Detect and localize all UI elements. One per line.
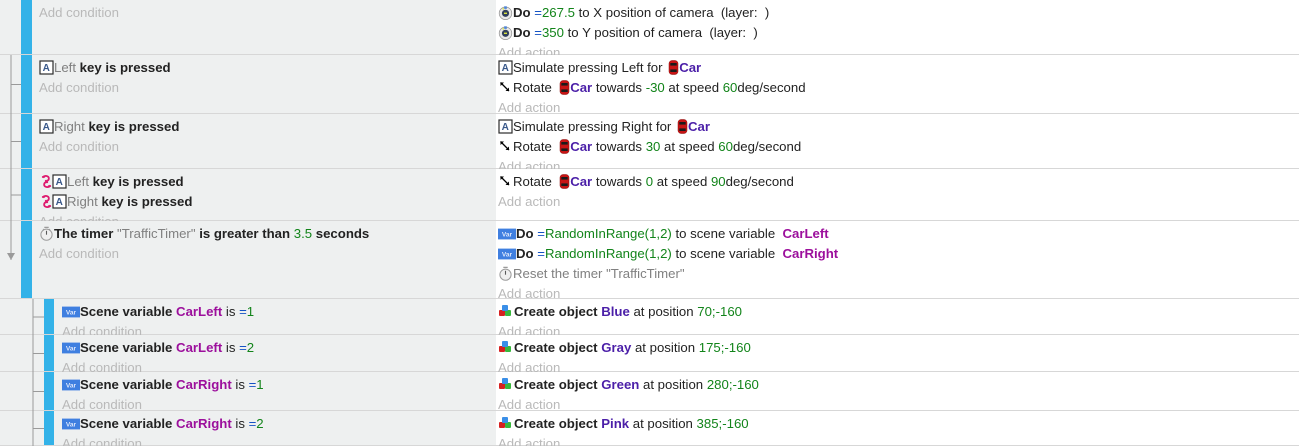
svg-text:Var: Var: [66, 310, 77, 317]
svg-text:A: A: [43, 122, 50, 133]
svg-text:Var: Var: [66, 346, 77, 353]
svg-text:A: A: [56, 177, 63, 188]
svg-text:Var: Var: [66, 383, 77, 390]
svg-text:A: A: [502, 122, 509, 133]
svg-text:Var: Var: [502, 252, 513, 259]
svg-text:A: A: [502, 63, 509, 74]
svg-text:Var: Var: [66, 422, 77, 429]
svg-text:A: A: [56, 197, 63, 208]
svg-text:A: A: [43, 63, 50, 74]
svg-text:Var: Var: [502, 232, 513, 239]
